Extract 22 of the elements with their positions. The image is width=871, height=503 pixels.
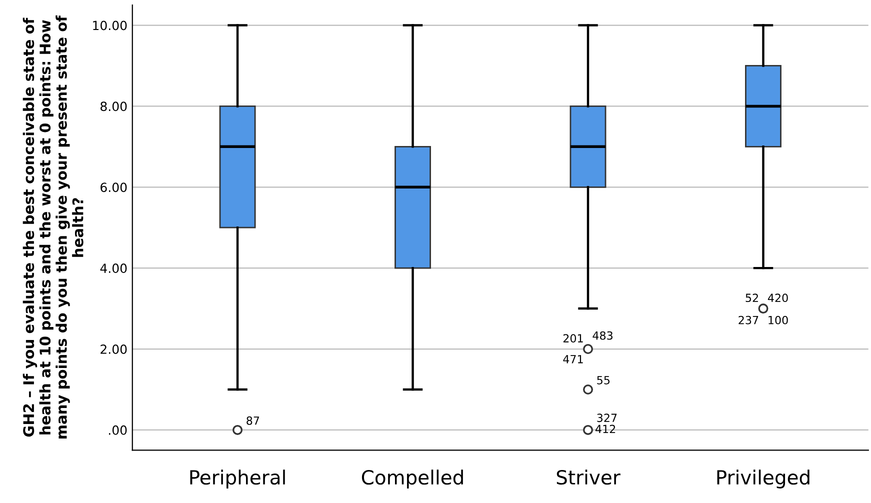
y-tick-label: 8.00 <box>100 102 127 112</box>
y-tick-label: 4.00 <box>100 264 127 274</box>
annotation: 100 <box>768 316 788 324</box>
annotation: 420 <box>768 294 788 302</box>
y-tick-label: 6.00 <box>100 182 127 192</box>
y-tick-label: 10.00 <box>93 20 127 30</box>
annotation: 412 <box>595 424 616 434</box>
annotation: 52 <box>746 294 758 302</box>
annotation: 327 <box>597 414 617 422</box>
annotation: 237 <box>738 316 758 324</box>
y-tick-label: 2.00 <box>100 344 127 354</box>
annotation: 483 <box>592 331 612 340</box>
y-tick-label: .00 <box>108 425 127 435</box>
x-tick-label: Compelled <box>362 470 463 488</box>
annotation: 55 <box>597 376 610 384</box>
x-tick-label: Striver <box>556 470 620 485</box>
annotation: 471 <box>563 355 583 364</box>
annotation: 201 <box>563 334 583 343</box>
x-tick-label: Peripheral <box>190 470 285 488</box>
x-tick-label: Privileged <box>717 470 810 488</box>
y-axis-title: GH2 – If you evaluate the best conceivable state of health at 10 points and the worst at 0 points: How many points do you then give your present state of health? <box>22 15 84 438</box>
annotation: 87 <box>246 416 260 425</box>
